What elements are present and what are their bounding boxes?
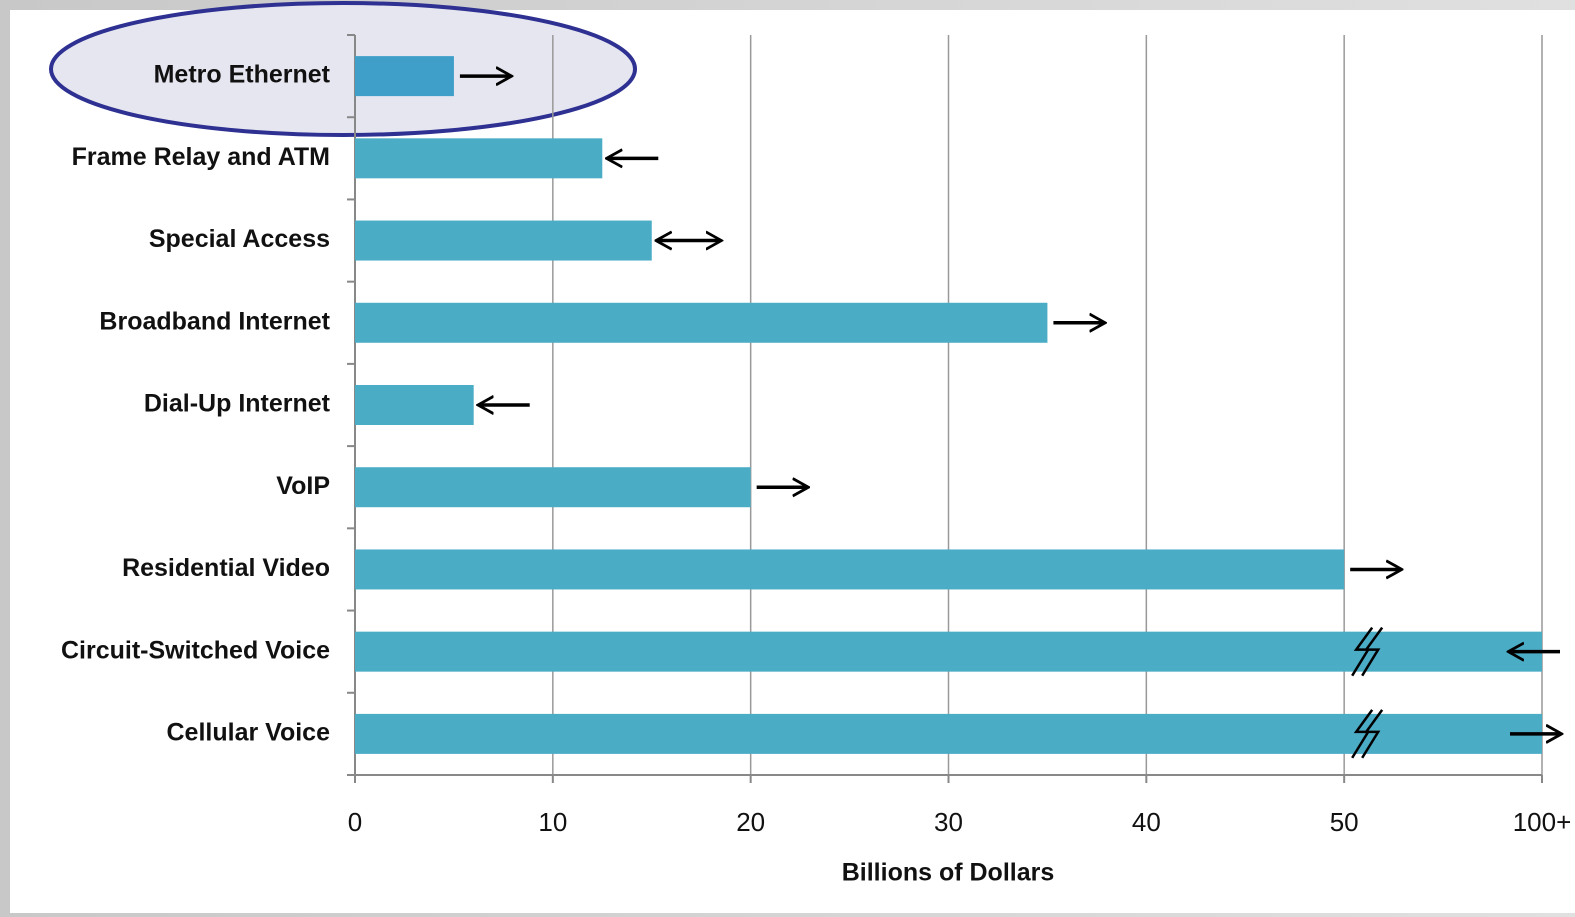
x-tick-label: 100+ bbox=[1513, 807, 1572, 837]
bar bbox=[355, 713, 1542, 754]
x-tick-label: 50 bbox=[1330, 807, 1359, 837]
bar bbox=[355, 385, 474, 425]
y-tick-label: Circuit-Switched Voice bbox=[61, 636, 330, 664]
x-tick-label: 10 bbox=[538, 807, 567, 837]
panel bbox=[10, 10, 1575, 913]
bar bbox=[355, 220, 652, 261]
bar bbox=[355, 631, 1542, 672]
highlight-ellipse bbox=[49, 1, 637, 137]
bar bbox=[355, 56, 454, 97]
y-tick-label: Frame Relay and ATM bbox=[72, 143, 330, 171]
plot: 0 10 20 30 40 50 100+ Metro Ethernet Frame Relay… bbox=[61, 34, 1572, 837]
y-tick-label: Broadband Internet bbox=[99, 307, 330, 335]
x-tick-label: 0 bbox=[348, 807, 362, 837]
y-tick-label: Special Access bbox=[149, 225, 330, 253]
axis-break bbox=[1351, 709, 1384, 759]
y-tick-label: Metro Ethernet bbox=[154, 61, 331, 89]
axis-break bbox=[1351, 626, 1384, 677]
y-tick-label: VoIP bbox=[276, 472, 330, 500]
x-tick-label: 20 bbox=[736, 807, 765, 837]
x-tick-label: 40 bbox=[1132, 807, 1161, 837]
bar bbox=[355, 467, 751, 508]
bar bbox=[355, 302, 1048, 343]
bar bbox=[355, 138, 603, 179]
x-axis-title: Billions of Dollars bbox=[842, 859, 1055, 887]
y-tick-label: Dial-Up Internet bbox=[144, 390, 331, 418]
bar bbox=[355, 549, 1345, 590]
x-tick-label: 30 bbox=[934, 807, 963, 837]
y-tick-label: Residential Video bbox=[122, 554, 330, 582]
y-tick-label: Cellular Voice bbox=[167, 718, 331, 746]
